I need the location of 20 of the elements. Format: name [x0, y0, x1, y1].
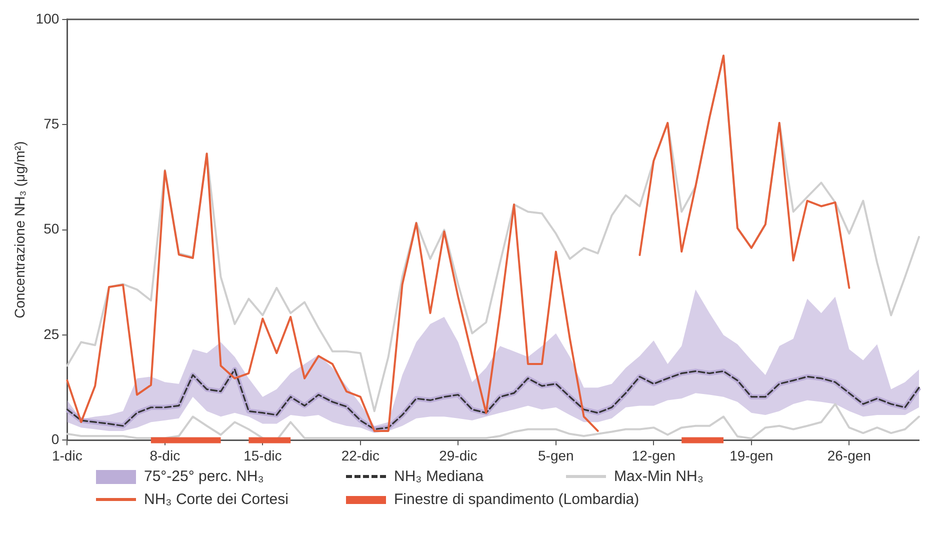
y-tick-label: 0 — [51, 431, 60, 448]
x-tick-label: 29-dic — [439, 447, 478, 464]
y-tick-label: 75 — [44, 115, 60, 132]
y-tick-label: 100 — [36, 10, 60, 26]
legend-label: Max-Min NH₃ — [614, 468, 704, 485]
y-tick-label: 25 — [44, 326, 60, 342]
x-tick-label: 1-dic — [52, 447, 82, 464]
legend-label: NH₃ Corte dei Cortesi — [144, 491, 288, 508]
legend-label: NH₃ Mediana — [394, 468, 484, 485]
x-tick-label: 19-gen — [730, 447, 774, 464]
x-tick-label: 26-gen — [827, 447, 871, 464]
y-tick-label: 50 — [44, 220, 60, 237]
x-tick-label: 22-dic — [341, 447, 380, 464]
y-axis-title: Concentrazione NH₃ (μg/m²) — [11, 141, 28, 318]
x-tick-label: 15-dic — [244, 447, 282, 464]
legend-label: 75°-25° perc. NH₃ — [144, 468, 264, 485]
x-tick-label: 12-gen — [632, 447, 676, 464]
x-tick-label: 8-dic — [150, 447, 180, 464]
x-tick-label: 5-gen — [538, 447, 574, 464]
legend-label: Finestre di spandimento (Lombardia) — [394, 491, 640, 508]
